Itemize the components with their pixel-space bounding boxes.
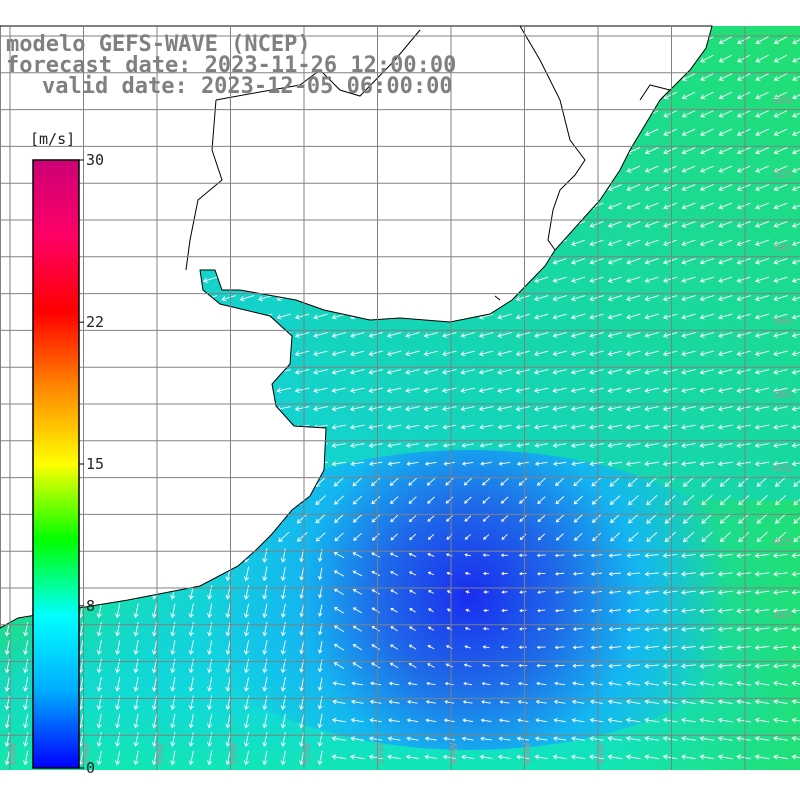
lat-label: 38S — [773, 390, 792, 401]
lon-label: 48W — [449, 742, 460, 765]
lat-label: 44S — [773, 611, 792, 622]
colorbar-tick-label: 0 — [86, 759, 95, 777]
lat-label: 40S — [773, 464, 792, 475]
lat-label: 32S — [773, 170, 792, 181]
model-title: modelo GEFS-WAVE (NCEP) — [6, 32, 311, 57]
lat-label: 30S — [773, 96, 792, 107]
lon-label: 58W — [82, 742, 93, 765]
lon-label: 46W — [523, 742, 534, 765]
valid-date: valid date: 2023-12-05 06:00:00 — [42, 74, 453, 99]
lon-label: 50W — [376, 742, 387, 765]
colorbar-tick-label: 30 — [86, 151, 104, 169]
lat-label: 34S — [773, 243, 792, 254]
forecast-date: forecast date: 2023-11-26 12:00:00 — [6, 53, 457, 78]
colorbar: 30 22 15 8 0 — [32, 151, 104, 777]
colorbar-unit: [m/s] — [30, 130, 76, 148]
lon-label: 54W — [229, 742, 240, 765]
lon-label: 56W — [155, 742, 166, 765]
colorbar-tick-label: 15 — [86, 455, 104, 473]
colorbar-tick-label: 8 — [86, 597, 95, 615]
lon-label: 44W — [596, 742, 607, 765]
graticule — [0, 26, 800, 770]
lat-label: 36S — [773, 317, 792, 328]
border-lines — [185, 25, 671, 301]
latitude-labels: 30S 32S 34S 36S 38S 40S 42S 44S — [773, 96, 792, 622]
lat-label: 42S — [773, 537, 792, 548]
lon-label: 60W — [8, 742, 19, 765]
longitude-labels: 60W 58W 56W 54W 52W 50W 48W 46W 44W — [8, 742, 607, 765]
colorbar-tick-label: 22 — [86, 313, 104, 331]
lon-label: 52W — [302, 742, 313, 765]
